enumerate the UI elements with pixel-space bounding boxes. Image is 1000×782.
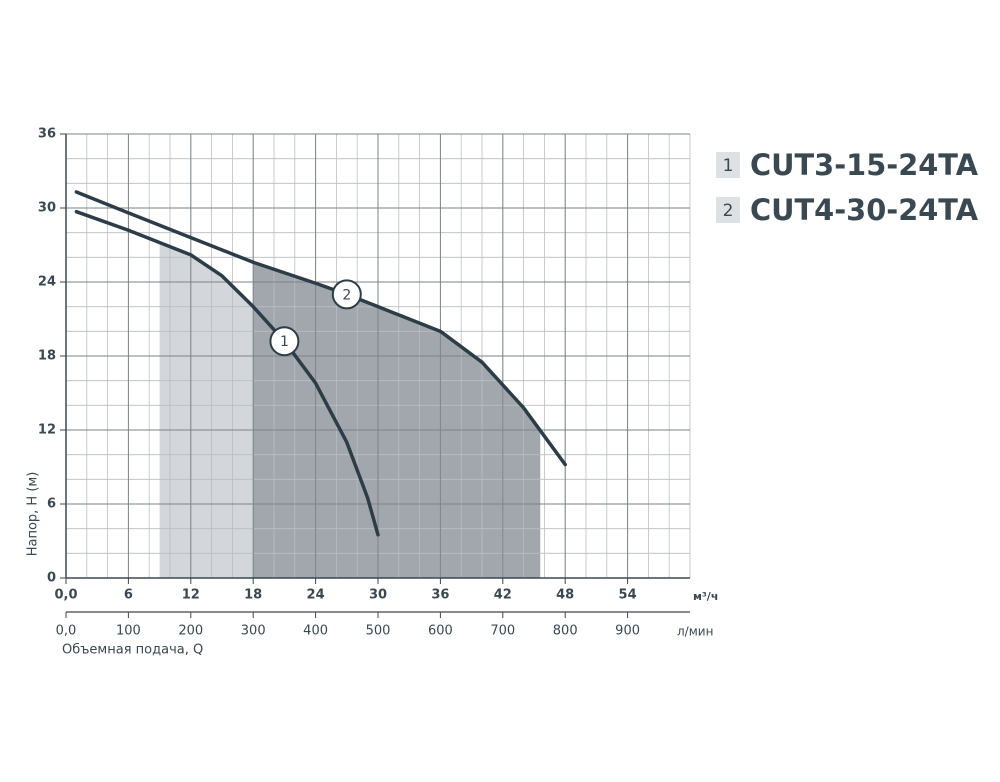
- x2-unit: л/мин: [677, 625, 713, 639]
- curve-label: 1: [280, 334, 289, 350]
- x-tick-label: 18: [244, 588, 262, 603]
- x-tick-label: 48: [556, 588, 574, 603]
- x-tick-label: 12: [182, 588, 200, 603]
- y-tick-label: 12: [38, 423, 56, 438]
- data: 12: [74, 190, 567, 537]
- curve-label-circle: [269, 326, 300, 357]
- legend-number: 2: [723, 201, 734, 221]
- y-tick-label: 24: [38, 275, 56, 290]
- y-tick-label: 18: [38, 349, 56, 364]
- x-tick-label: 54: [619, 588, 637, 603]
- curve-label-circle: [331, 279, 362, 310]
- x-axis-label: Объемная подача, Q: [62, 643, 203, 658]
- x2-tick-label: 100: [116, 624, 141, 639]
- x2-tick-label: 600: [428, 624, 453, 639]
- legend-box: [716, 197, 740, 223]
- y-axis-label: Напор, H (м): [26, 472, 41, 557]
- x-tick-label: 0,0: [54, 588, 77, 603]
- x2-tick-label: 0,0: [56, 624, 77, 639]
- x-tick-label: 36: [431, 588, 449, 603]
- x-tick-label: 30: [369, 588, 387, 603]
- x2-tick-label: 200: [178, 624, 203, 639]
- x-tick-label: 24: [307, 588, 325, 603]
- legend-name: CUT4-30-24TA: [750, 193, 979, 227]
- legend-box: [716, 152, 740, 178]
- work-range: [253, 262, 541, 578]
- curve-label: 2: [342, 287, 351, 303]
- x-tick-label: 42: [494, 588, 512, 603]
- y-tick-label: 6: [47, 497, 56, 512]
- x2-tick-label: 900: [615, 624, 640, 639]
- x2-tick-label: 800: [553, 624, 578, 639]
- x-unit: м³/ч: [693, 590, 718, 603]
- y-tick-label: 0: [47, 571, 56, 586]
- ranges: [159, 242, 541, 578]
- x2-tick-label: 300: [241, 624, 266, 639]
- y-tick-label: 30: [38, 201, 56, 216]
- curve: [74, 209, 380, 537]
- y-tick-label: 36: [38, 127, 56, 142]
- legend-number: 1: [723, 156, 734, 176]
- x-tick-label: 6: [124, 588, 133, 603]
- x2-tick-label: 500: [366, 624, 391, 639]
- x2-tick-label: 400: [303, 624, 328, 639]
- x2-tick-label: 700: [490, 624, 515, 639]
- legend-name: CUT3-15-24TA: [750, 148, 979, 182]
